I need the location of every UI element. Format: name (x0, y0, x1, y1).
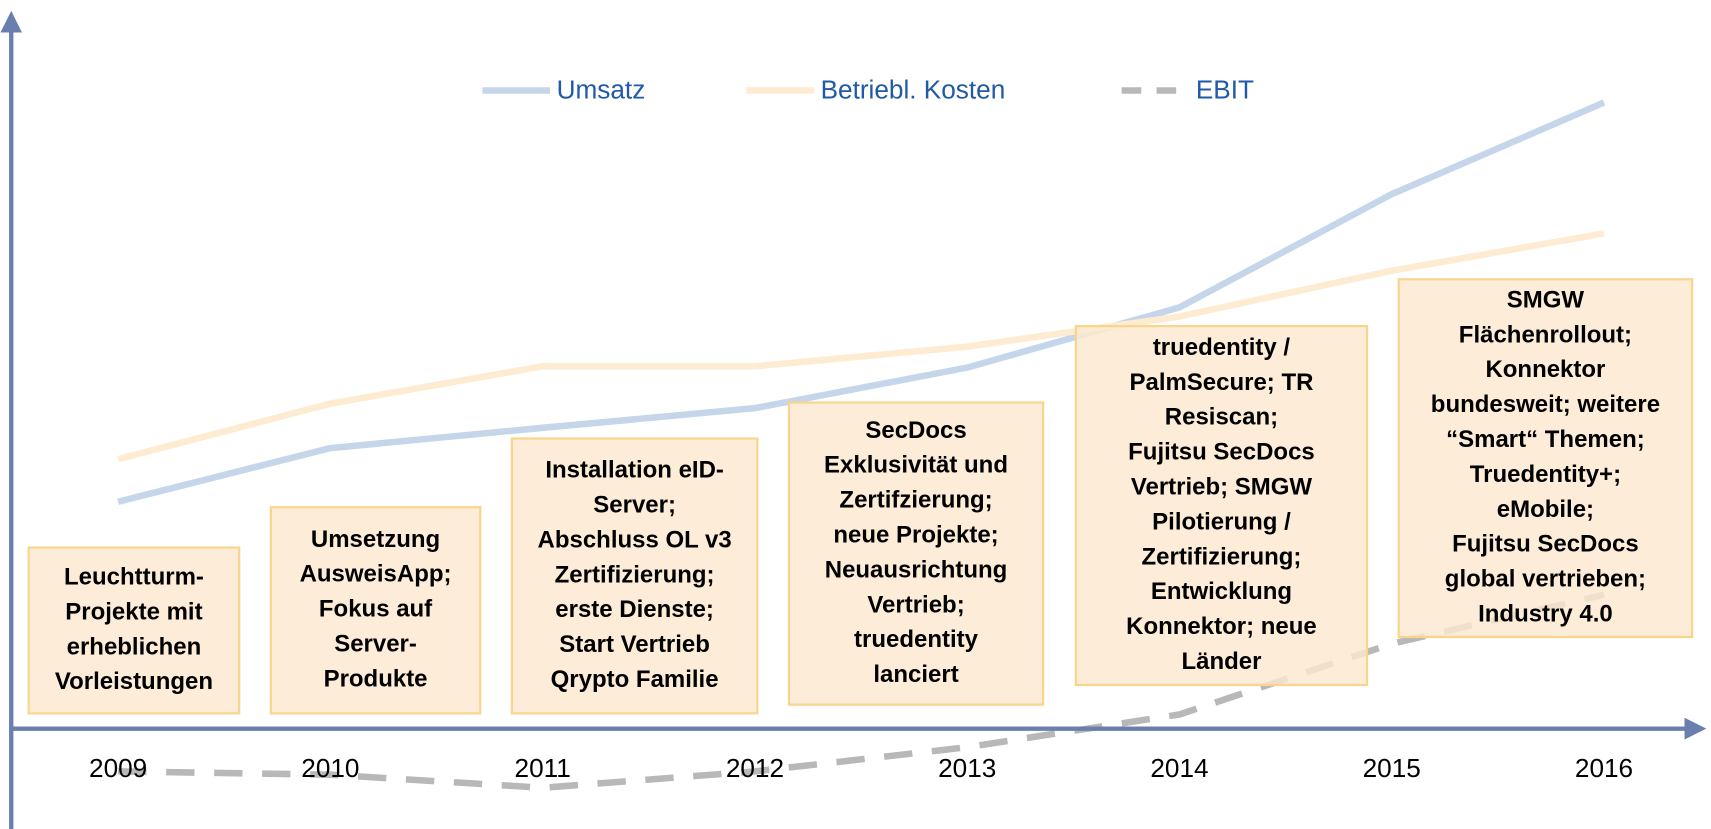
x-tick-label: 2012 (726, 753, 784, 783)
annotation-text: Zertifizierung; (1142, 543, 1302, 570)
annotation-box (1074, 325, 1369, 687)
x-tick-label: 2009 (89, 753, 147, 783)
annotation-box (269, 506, 482, 715)
annotation-text: Exklusivität und (824, 452, 1008, 479)
annotation-text: Länder (1181, 648, 1261, 675)
annotation-text: Entwicklung (1151, 578, 1292, 605)
annotation-text: erheblichen (67, 633, 202, 660)
annotation-text: “Smart“ Themen; (1446, 426, 1645, 453)
annotation-text: bundesweit; weitere (1431, 391, 1660, 418)
annotation-text: Start Vertrieb (559, 631, 710, 658)
annotation-text: Zertifizierung; (555, 561, 715, 588)
legend: Umsatz Betriebl. Kosten EBIT (482, 75, 1254, 105)
annotation-text: Flächenrollout; (1459, 321, 1632, 348)
annotation-text: Fujitsu SecDocs (1452, 531, 1639, 558)
annotation-text: Konnektor (1485, 356, 1605, 383)
x-tick-label: 2016 (1575, 753, 1633, 783)
x-tick-label: 2010 (301, 753, 359, 783)
annotation-text: Server- (334, 631, 417, 658)
x-tick-label: 2014 (1150, 753, 1208, 783)
annotation-text: Vorleistungen (55, 668, 213, 695)
annotation-box (787, 401, 1045, 706)
annotation-text: Zertifzierung; (839, 487, 992, 514)
annotation-text: AusweisApp; (300, 561, 452, 588)
annotation-text: Neuausrichtung (825, 556, 1008, 583)
series-line (117, 230, 1605, 463)
x-tick-label: 2015 (1363, 753, 1421, 783)
annotation-text: Umsetzung (311, 526, 440, 553)
annotation-text: Fokus auf (319, 596, 433, 623)
annotation-text: Truedentity+; (1470, 461, 1621, 488)
annotation-text: Installation eID- (545, 457, 724, 484)
annotation-box (510, 437, 759, 715)
x-tick-labels: 2009 2010 2011 2012 2013 2014 2015 2016 (89, 753, 1633, 783)
annotation-text: Pilotierung / (1152, 508, 1291, 535)
annotation-text: global vertrieben; (1445, 566, 1646, 593)
legend-label: Betriebl. Kosten (821, 75, 1006, 105)
annotation-text: truedentity (854, 626, 979, 653)
annotation-box (1397, 278, 1694, 639)
annotation-text: neue Projekte; (833, 521, 998, 548)
annotation-text: truedentity / (1153, 334, 1291, 361)
annotations: Leuchtturm- Projekte mit erheblichen Vorlei… (27, 278, 1694, 715)
annotation-text: SecDocs (865, 417, 966, 444)
annotation-text: Projekte mit (65, 598, 202, 625)
annotation-text: Abschluss OL v3 (538, 526, 732, 553)
annotation-text: PalmSecure; TR (1129, 369, 1313, 396)
annotation-text: eMobile; (1497, 496, 1594, 523)
annotation-box (27, 546, 241, 715)
annotation-text: Qrypto Familie (551, 666, 719, 693)
annotation-text: SMGW (1507, 286, 1585, 313)
annotation-text: Fujitsu SecDocs (1128, 439, 1315, 466)
x-tick-label: 2011 (515, 753, 571, 783)
annotation-text: Vertrieb; SMGW (1131, 473, 1313, 500)
annotation-text: Vertrieb; (867, 591, 964, 618)
annotation-text: Server; (593, 491, 676, 518)
annotation-text: Konnektor; neue (1126, 613, 1317, 640)
annotation-text: Resiscan; (1165, 404, 1278, 431)
legend-label: Umsatz (557, 75, 646, 105)
x-tick-label: 2013 (938, 753, 996, 783)
annotation-text: Produkte (324, 665, 428, 692)
legend-label: EBIT (1196, 75, 1254, 105)
annotation-text: lanciert (873, 661, 958, 688)
annotation-text: Industry 4.0 (1478, 601, 1613, 628)
annotation-text: erste Dienste; (555, 596, 714, 623)
annotation-text: Leuchtturm- (64, 563, 204, 590)
series-line (117, 99, 1606, 505)
